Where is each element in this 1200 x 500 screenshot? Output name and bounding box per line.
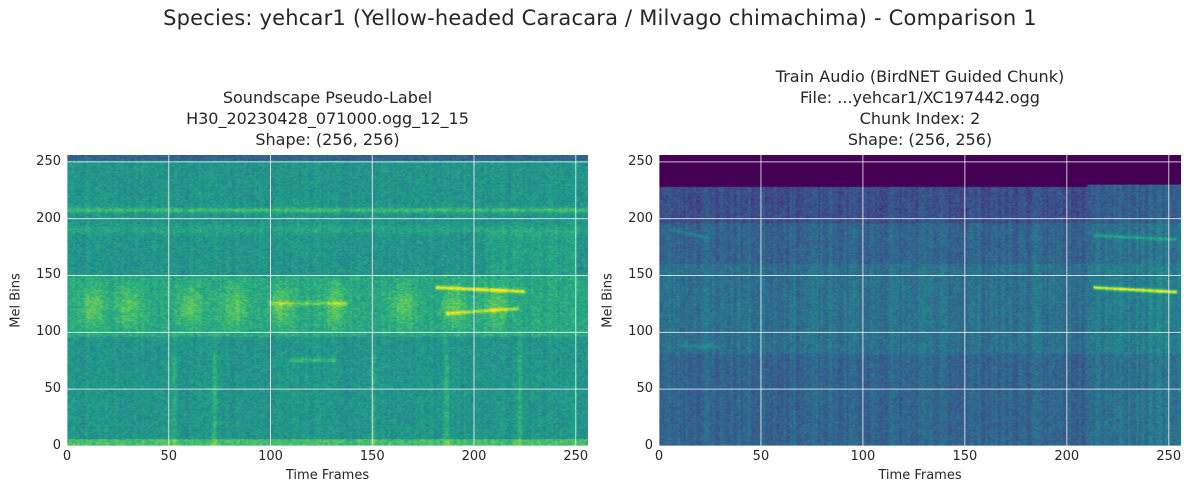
panel-1-title-line-3: Shape: (256, 256) [255, 130, 400, 149]
panel-2-title-line-3: Chunk Index: 2 [859, 109, 981, 128]
panel-2-ytick-label: 250 [628, 153, 653, 169]
panel-1-xlabel: Time Frames [285, 468, 370, 483]
panel-1-ytick-label: 150 [36, 267, 61, 283]
panel-1-ylabel: Mel Bins [8, 272, 24, 328]
panel-2-ytick-label: 200 [628, 210, 653, 226]
panel-1-grid [67, 155, 588, 446]
panel-1-spectrogram [67, 155, 588, 446]
panel-2-grid [659, 155, 1181, 446]
panel-2-xlabel: Time Frames [878, 468, 962, 483]
panel-1-title-line-2: H30_20230428_071000.ogg_12_15 [186, 109, 469, 128]
panel-2-xtick-label: 100 [850, 449, 876, 464]
panel-2-xtick-label: 0 [654, 449, 664, 464]
panel-2-ytick-label: 0 [644, 438, 653, 453]
panel-2-title-line-1: Train Audio (BirdNET Guided Chunk) [775, 67, 1065, 86]
panel-1-xtick-label: 200 [461, 449, 487, 464]
panel-2-ytick-label: 50 [636, 381, 653, 397]
panel-1-xtick-label: 250 [563, 449, 589, 464]
panel-1-xtick-label: 100 [258, 449, 283, 464]
panel-1-ytick-label: 100 [36, 324, 61, 340]
panel-1-ytick-label: 200 [36, 210, 61, 226]
panel-2-xtick-label: 200 [1054, 449, 1080, 464]
panel-1-title-line-1: Soundscape Pseudo-Label [222, 88, 433, 107]
panel-1-heatmap-image [67, 155, 588, 446]
panel-2-title-line-4: Shape: (256, 256) [847, 130, 993, 149]
panel-1-xtick-label: 50 [160, 449, 178, 464]
panel-2-heatmap-image [659, 155, 1181, 446]
panel-1-ytick-label: 50 [44, 381, 61, 397]
figure-suptitle: Species: yehcar1 (Yellow-headed Caracara… [163, 6, 1037, 30]
panel-2-title-line-2: File: ...yehcar1/XC197442.ogg [800, 88, 1040, 107]
panel-2-ytick-label: 150 [628, 267, 653, 283]
panel-2-xtick-label: 150 [952, 449, 978, 464]
panel-2-xtick-label: 250 [1156, 449, 1182, 464]
panel-1-ytick-label: 250 [36, 153, 61, 169]
panel-1-xtick-label: 150 [359, 449, 385, 464]
panel-2-ylabel: Mel Bins [600, 272, 616, 328]
panel-2-spectrogram [659, 155, 1181, 446]
panel-2-xtick-label: 50 [752, 449, 770, 464]
panel-1-xtick-label: 0 [62, 449, 72, 464]
panel-2-ytick-label: 100 [628, 324, 653, 340]
panel-1-ytick-label: 0 [52, 438, 61, 453]
